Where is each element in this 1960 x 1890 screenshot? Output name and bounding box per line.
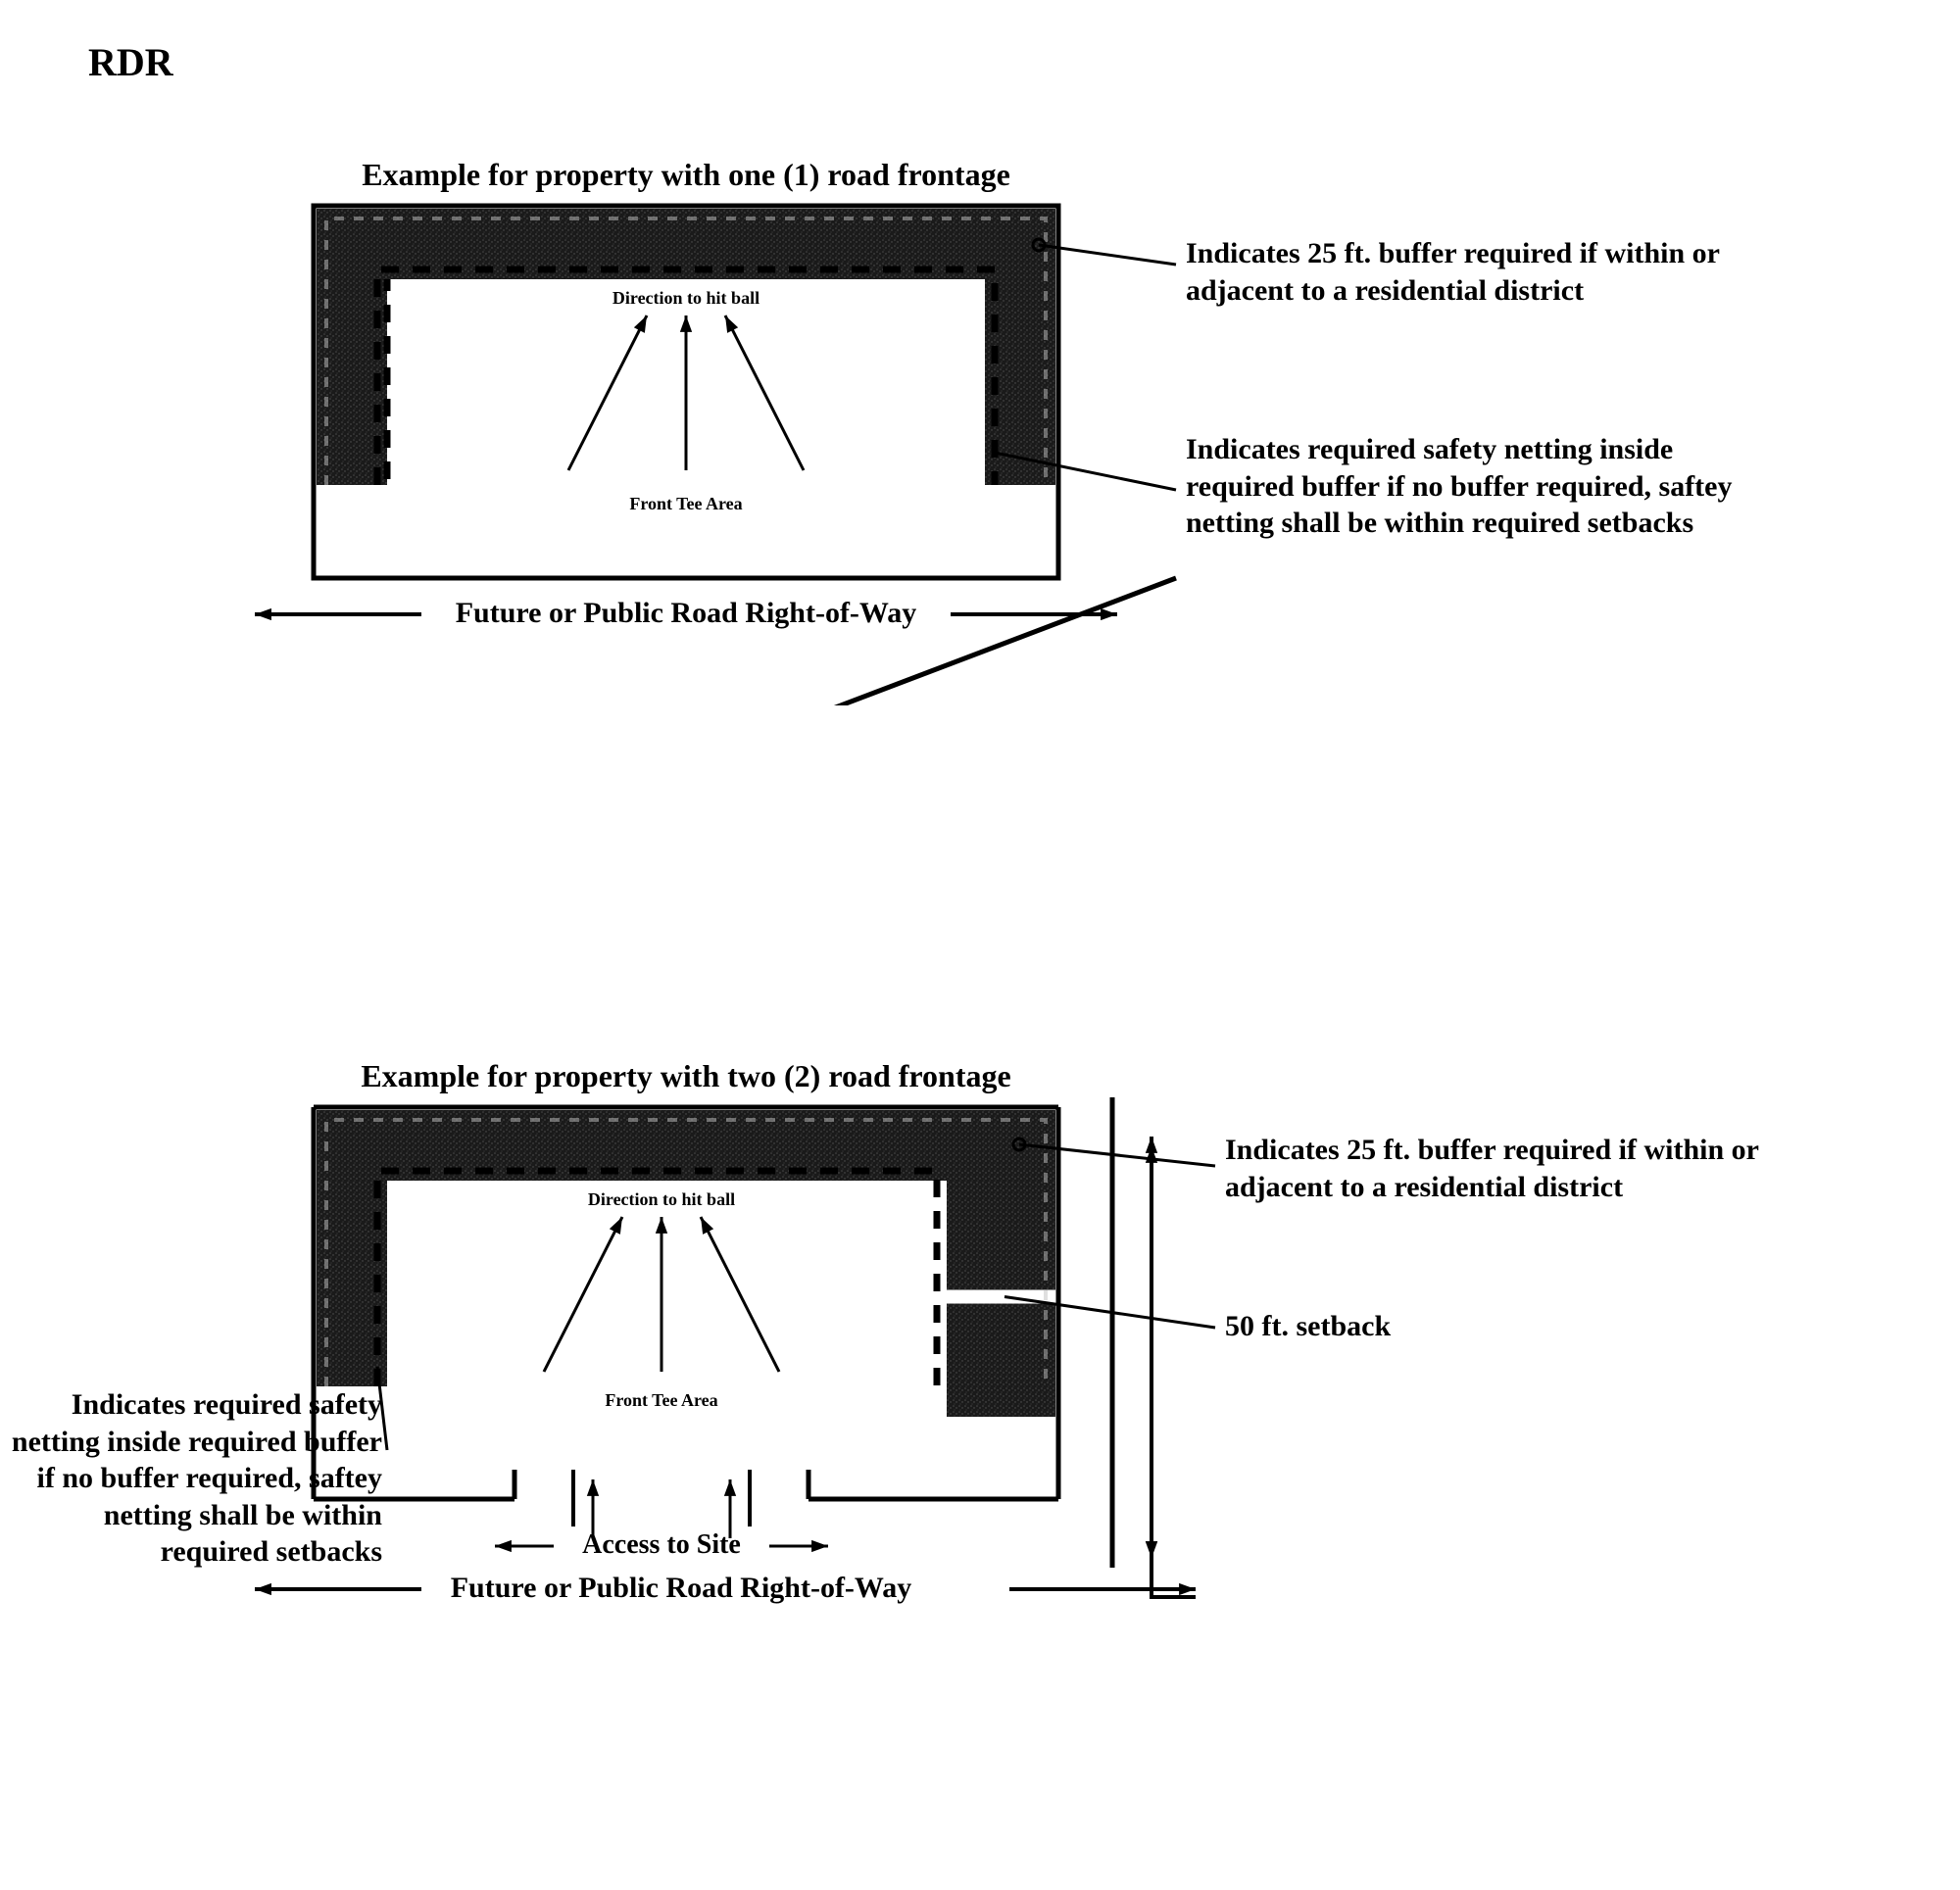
svg-text:Front Tee Area: Front Tee Area <box>629 494 742 513</box>
page: RDR Example for property with one (1) ro… <box>0 0 1960 1890</box>
figure-two-frontage: Example for property with two (2) road f… <box>0 1058 1960 1744</box>
figure2-annot-setback: 50 ft. setback <box>1225 1308 1617 1345</box>
figure1-annot-buffer: Indicates 25 ft. buffer required if with… <box>1186 235 1754 309</box>
svg-text:Direction to hit ball: Direction to hit ball <box>612 288 760 308</box>
svg-text:Front Tee Area: Front Tee Area <box>605 1390 717 1410</box>
page-header: RDR <box>88 39 173 85</box>
figure2-annot-buffer: Indicates 25 ft. buffer required if with… <box>1225 1132 1793 1205</box>
figure2-annot-netting: Indicates required safety netting inside… <box>0 1386 382 1571</box>
svg-text:Future or Public Road Right-of: Future or Public Road Right-of-Way <box>456 597 917 629</box>
figure-one-frontage: Example for property with one (1) road f… <box>0 157 1960 705</box>
svg-text:Access to Site: Access to Site <box>582 1529 741 1560</box>
figure1-annot-netting: Indicates required safety netting inside… <box>1186 431 1774 542</box>
svg-text:Direction to hit ball: Direction to hit ball <box>588 1189 735 1209</box>
svg-text:Future or Public Road Right-of: Future or Public Road Right-of-Way <box>451 1572 912 1604</box>
